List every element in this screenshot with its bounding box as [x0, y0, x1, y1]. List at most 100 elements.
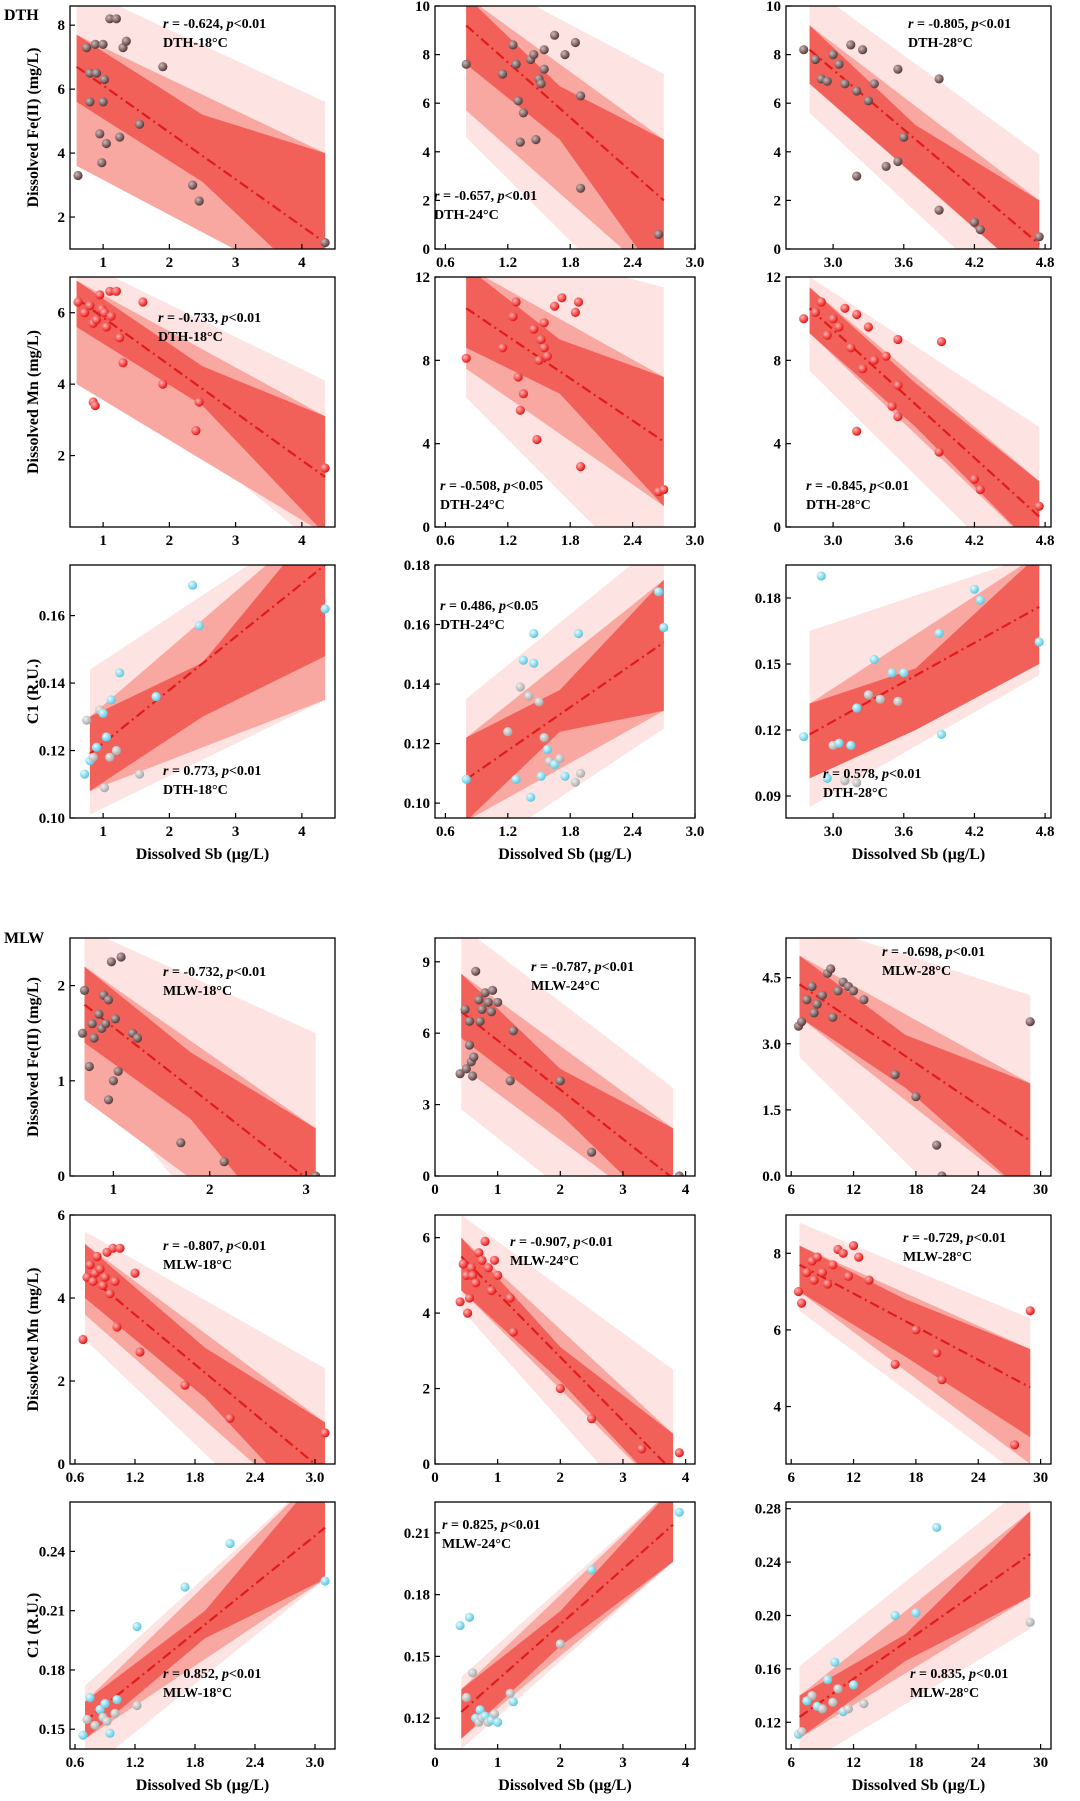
data-point [101, 322, 111, 332]
data-point [468, 1668, 478, 1678]
data-point [881, 161, 891, 171]
data-point [82, 715, 92, 725]
data-point [830, 1657, 840, 1667]
data-point [1025, 1306, 1035, 1316]
data-point [802, 995, 812, 1005]
y-tick-label: 6 [774, 1323, 782, 1339]
x-tick-label: 1 [494, 1755, 502, 1771]
data-point [486, 1007, 496, 1017]
r-annotation: r = 0.852, p<0.01 [163, 1667, 261, 1682]
data-point [887, 668, 897, 678]
data-point [106, 311, 116, 321]
data-point [475, 1016, 485, 1026]
x-tick-label: 1.8 [561, 533, 580, 549]
fit-line [798, 1263, 1031, 1389]
x-tick-label: 3 [619, 1470, 627, 1486]
x-tick-label: 4.2 [965, 255, 984, 271]
data-point [493, 1717, 503, 1727]
data-point [469, 1052, 479, 1062]
data-point [975, 595, 985, 605]
data-point [858, 45, 868, 55]
data-point [461, 1692, 471, 1703]
r-annotation: r = -0.845, p<0.01 [806, 479, 909, 494]
band-dark [461, 1502, 674, 1739]
data-point [810, 307, 821, 317]
data-point [828, 1697, 838, 1707]
x-tick-label: 2 [166, 255, 174, 271]
y-tick-label: 4 [58, 146, 66, 162]
data-point [115, 333, 125, 343]
data-point [890, 1070, 900, 1080]
data-point [106, 957, 116, 967]
x-tick-label: 18 [908, 1470, 923, 1486]
data-point [936, 337, 947, 347]
r-annotation: r = 0.825, p<0.01 [442, 1518, 540, 1533]
data-point [489, 1709, 500, 1719]
data-point [812, 999, 822, 1009]
data-point [95, 290, 105, 300]
data-point [529, 658, 539, 668]
y-tick-label: 10 [415, 0, 430, 15]
x-tick-label: 1 [99, 533, 107, 549]
x-tick-label: 12 [846, 1182, 861, 1198]
data-point [477, 1255, 487, 1265]
data-point [176, 1138, 186, 1148]
data-point [1025, 1617, 1035, 1627]
y-tick-label: 0.10 [39, 811, 65, 827]
chart-panel-mlw-mn-18: 0.6 1.2 1.8 2.4 3.0 0 2 4 6 r = -0.807, p<0.01 MLW… [25, 1208, 336, 1486]
y-tick-label: 1 [58, 1074, 66, 1090]
x-tick-label: 2.4 [623, 255, 642, 271]
data-point [85, 68, 95, 78]
x-tick-label: 3 [232, 255, 240, 271]
x-tick-label: 3 [302, 1182, 310, 1198]
data-point [807, 981, 817, 992]
r-annotation: r = -0.729, p<0.01 [903, 1231, 1006, 1246]
y-tick-label: 0.21 [404, 1526, 430, 1542]
data-point [797, 1727, 807, 1737]
data-point [455, 1297, 465, 1307]
data-point [858, 364, 868, 374]
r-annotation: r = 0.835, p<0.01 [910, 1667, 1008, 1682]
data-point [797, 1298, 807, 1308]
y-tick-label: 0 [58, 1169, 66, 1185]
data-point [518, 655, 529, 665]
group-label-dth: DTH [4, 7, 39, 24]
data-point [932, 1522, 942, 1532]
data-point [505, 1688, 515, 1698]
x-tick-label: 6 [787, 1755, 795, 1771]
x-tick-label: 3.0 [306, 1470, 325, 1486]
data-point [659, 622, 669, 633]
x-tick-label: 4.8 [1036, 533, 1055, 549]
plot-frame [434, 1501, 696, 1750]
x-tick-label: 2 [557, 1470, 565, 1486]
x-tick-label: 1 [110, 1182, 118, 1198]
data-point [158, 62, 168, 72]
data-point [859, 1699, 869, 1709]
data-point [108, 1243, 118, 1253]
data-point [508, 1697, 518, 1707]
data-point [542, 744, 552, 755]
chart-panel-mlw-fe-18: 1 2 3 0 1 2 r = -0.732, p<0.01 MLW-18°C Dissolve… [25, 937, 336, 1198]
data-point [822, 76, 832, 86]
data-point [498, 343, 508, 353]
y-tick-label: 0.16 [404, 618, 431, 634]
data-point [893, 696, 903, 707]
data-point [91, 742, 102, 752]
chart-panel-mlw-fe-24: 0 1 2 3 4 0 3 6 9 r = -0.787, p<0.01 MLW-24°C [423, 937, 696, 1198]
data-point [576, 91, 586, 101]
data-point [508, 1026, 518, 1036]
data-point [101, 1019, 111, 1029]
data-point [191, 426, 201, 436]
fit-line [798, 983, 1031, 1142]
x-tick-label: 3.0 [824, 533, 843, 549]
data-point [132, 1621, 142, 1632]
data-point [79, 985, 90, 996]
data-point [92, 1251, 102, 1262]
x-tick-label: 3 [619, 1182, 627, 1198]
temp-annotation: DTH-28°C [806, 498, 871, 513]
data-point [536, 79, 546, 89]
data-point [659, 484, 669, 495]
y-tick-label: 4 [423, 145, 431, 161]
x-tick-label: 0.6 [436, 255, 455, 271]
x-tick-label: 1 [99, 824, 107, 840]
